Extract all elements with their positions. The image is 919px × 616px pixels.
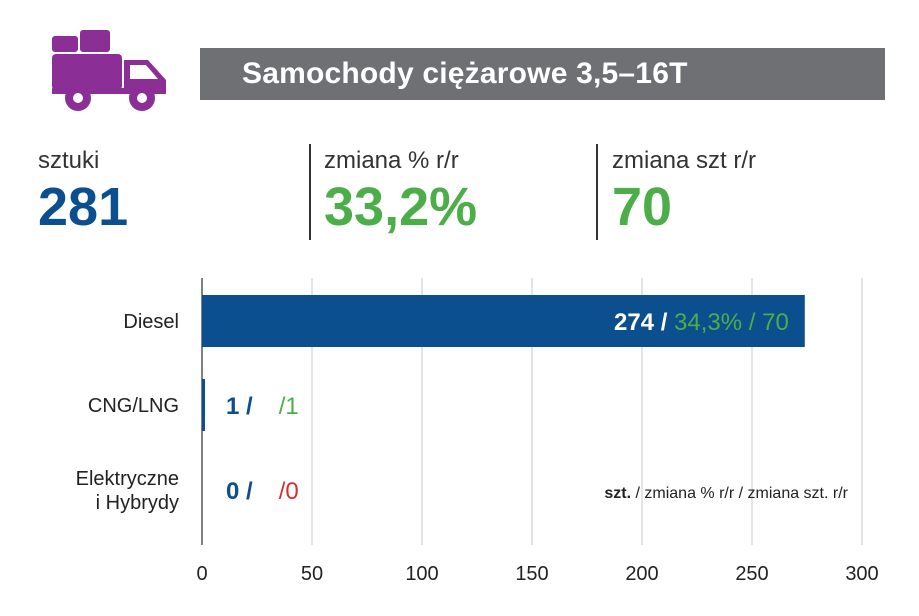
x-tick-label: 100 bbox=[405, 563, 438, 585]
kpi-units: sztuki 281 bbox=[38, 146, 128, 238]
kpi-percent-change-value: 33,2% bbox=[324, 177, 478, 237]
x-tick-label: 150 bbox=[515, 563, 548, 585]
bar-value-label: 274 / 34,3% / 70 bbox=[614, 309, 789, 336]
bar-value-label: 1 //1 bbox=[226, 393, 299, 420]
kpi-units-label: sztuki bbox=[38, 147, 100, 174]
bar-1 bbox=[202, 295, 805, 347]
kpi-unit-change-label: zmiana szt r/r bbox=[612, 147, 757, 174]
kpi-divider bbox=[596, 144, 598, 240]
truck-icon bbox=[52, 30, 166, 111]
x-tick-label: 200 bbox=[625, 563, 658, 585]
kpi-unit-change-value: 70 bbox=[612, 177, 673, 237]
kpi-unit-change: zmiana szt r/r 70 bbox=[612, 146, 756, 238]
kpi-divider bbox=[309, 144, 311, 240]
title-bar: Samochody ciężarowe 3,5–16T bbox=[200, 48, 885, 100]
x-tick-label: 0 bbox=[196, 563, 207, 585]
legend-note: szt. / zmiana % r/r / zmiana szt. r/r bbox=[604, 485, 848, 502]
bar-2 bbox=[202, 379, 205, 431]
kpi-units-value: 281 bbox=[38, 177, 129, 237]
category-label: CNG/LNG bbox=[88, 395, 179, 417]
kpi-percent-change: zmiana % r/r 33,2% bbox=[324, 146, 477, 238]
kpi-percent-change-label: zmiana % r/r bbox=[324, 147, 459, 174]
category-label: Diesel bbox=[123, 311, 179, 333]
page-title: Samochody ciężarowe 3,5–16T bbox=[242, 57, 688, 90]
category-label: Elektryczne i Hybrydy bbox=[76, 468, 179, 514]
x-tick-label: 300 bbox=[845, 563, 878, 585]
x-tick-label: 250 bbox=[735, 563, 768, 585]
x-tick-label: 50 bbox=[301, 563, 323, 585]
bar-value-label: 0 //0 bbox=[226, 478, 299, 505]
